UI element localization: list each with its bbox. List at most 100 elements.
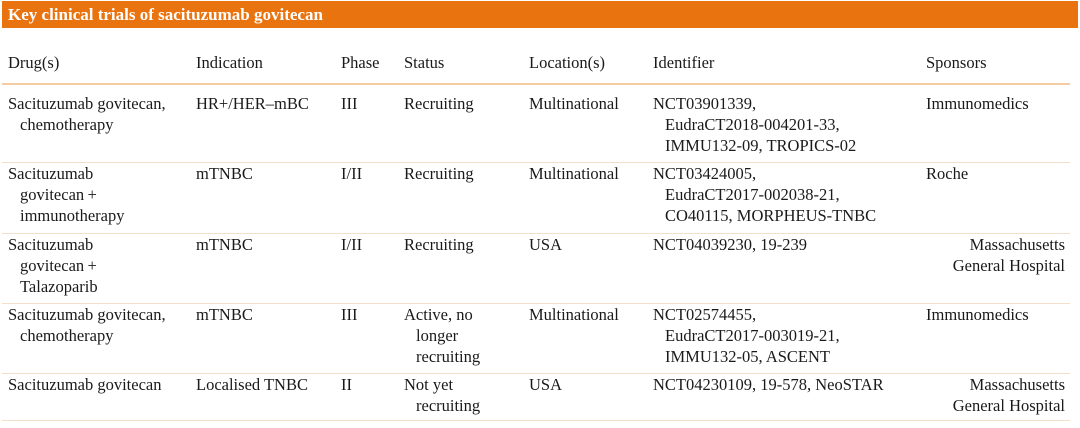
cell-line: IMMU132-05, ASCENT: [665, 347, 831, 366]
column-header-location: Location(s): [529, 53, 606, 72]
cell-line: longer: [416, 326, 459, 345]
cell-line: NCT02574455,: [653, 305, 757, 324]
cell-sponsors: Immunomedics: [926, 93, 1029, 114]
column-header-status: Status: [404, 53, 445, 72]
cell-line: govitecan +: [20, 256, 97, 275]
cell-line: IMMU132-09, TROPICS-02: [665, 136, 857, 155]
cell-line: III: [341, 94, 358, 113]
cell-sponsors: Roche: [926, 163, 968, 184]
cell-identifier: NCT04230109, 19-578, NeoSTAR: [653, 374, 884, 395]
cell-location: Multinational: [529, 93, 619, 114]
cell-line: Not yet: [404, 375, 454, 394]
cell-sponsors: Massachusetts General Hospital: [953, 234, 1065, 276]
cell-phase: I/II: [341, 234, 362, 255]
cell-line: Sacituzumab govitecan,: [8, 94, 166, 113]
cell-phase: III: [341, 304, 357, 325]
cell-indication: mTNBC: [196, 163, 253, 184]
cell-line: Multinational: [529, 305, 619, 324]
cell-line: I/II: [341, 235, 363, 254]
cell-line: mTNBC: [196, 305, 253, 324]
cell-line: Recruiting: [404, 164, 474, 183]
cell-line: USA: [529, 235, 563, 254]
cell-identifier: NCT04039230, 19-239: [653, 234, 807, 255]
cell-line: govitecan +: [20, 185, 97, 204]
cell-line: General Hospital: [952, 396, 1065, 415]
cell-line: chemotherapy: [20, 326, 114, 345]
cell-sponsors: Massachusetts General Hospital: [953, 374, 1065, 416]
cell-line: I/II: [341, 164, 363, 183]
cell-line: Sacituzumab: [8, 235, 94, 254]
cell-line: Sacituzumab govitecan: [8, 375, 162, 394]
cell-drug: Sacituzumab govitecan + immunotherapy: [8, 163, 124, 226]
cell-status: Recruiting: [404, 93, 474, 114]
cell-line: EudraCT2017-003019-21,: [665, 326, 840, 345]
cell-line: recruiting: [416, 396, 481, 415]
cell-indication: mTNBC: [196, 234, 253, 255]
cell-line: Localised TNBC: [196, 375, 308, 394]
column-header-indication: Indication: [196, 53, 263, 72]
cell-line: recruiting: [416, 347, 481, 366]
cell-drug: Sacituzumab govitecan, chemotherapy: [8, 93, 166, 135]
cell-indication: mTNBC: [196, 304, 253, 325]
cell-status: Not yet recruiting: [404, 374, 480, 416]
cell-phase: III: [341, 93, 357, 114]
cell-identifier: NCT03901339, EudraCT2018-004201-33, IMMU13…: [653, 93, 856, 156]
cell-line: NCT03424005,: [653, 164, 757, 183]
table-title: Key clinical trials of sacituzumab govit…: [2, 1, 1078, 28]
cell-line: III: [341, 305, 358, 324]
cell-indication: HR+/HER–mBC: [196, 93, 309, 114]
cell-line: II: [341, 375, 352, 394]
cell-drug: Sacituzumab govitecan: [8, 374, 162, 395]
cell-line: CO40115, MORPHEUS-TNBC: [665, 206, 877, 225]
cell-line: Roche: [926, 164, 969, 183]
cell-line: EudraCT2017-002038-21,: [665, 185, 840, 204]
cell-line: mTNBC: [196, 235, 253, 254]
cell-line: Talazoparib: [20, 277, 98, 296]
cell-line: Recruiting: [404, 235, 474, 254]
row-divider: [2, 373, 1070, 374]
cell-line: Immunomedics: [926, 305, 1029, 324]
cell-line: Immunomedics: [926, 94, 1029, 113]
cell-sponsors: Immunomedics: [926, 304, 1029, 325]
cell-location: Multinational: [529, 304, 619, 325]
cell-line: Multinational: [529, 94, 619, 113]
cell-location: Multinational: [529, 163, 619, 184]
cell-line: NCT04230109, 19-578, NeoSTAR: [653, 375, 884, 394]
cell-line: Multinational: [529, 164, 619, 183]
cell-line: HR+/HER–mBC: [196, 94, 309, 113]
cell-line: USA: [529, 375, 563, 394]
cell-line: NCT04039230, 19-239: [653, 235, 807, 254]
cell-phase: II: [341, 374, 352, 395]
cell-location: USA: [529, 234, 562, 255]
cell-line: EudraCT2018-004201-33,: [665, 115, 840, 134]
cell-location: USA: [529, 374, 562, 395]
cell-identifier: NCT02574455, EudraCT2017-003019-21, IMMU13…: [653, 304, 840, 367]
cell-line: Recruiting: [404, 94, 474, 113]
cell-drug: Sacituzumab govitecan + Talazoparib: [8, 234, 98, 297]
column-header-drug: Drug(s): [8, 53, 60, 72]
cell-indication: Localised TNBC: [196, 374, 308, 395]
row-divider: [2, 303, 1070, 304]
cell-line: Massachusetts: [969, 375, 1065, 394]
cell-line: NCT03901339,: [653, 94, 757, 113]
cell-phase: I/II: [341, 163, 362, 184]
column-header-sponsors: Sponsors: [926, 53, 987, 72]
row-divider: [2, 162, 1070, 163]
cell-status: Active, no longer recruiting: [404, 304, 480, 367]
cell-line: Sacituzumab govitecan,: [8, 305, 166, 324]
row-divider: [2, 233, 1070, 234]
cell-line: immunotherapy: [20, 206, 125, 225]
cell-drug: Sacituzumab govitecan, chemotherapy: [8, 304, 166, 346]
cell-identifier: NCT03424005, EudraCT2017-002038-21, CO4011…: [653, 163, 876, 226]
cell-status: Recruiting: [404, 234, 474, 255]
cell-line: mTNBC: [196, 164, 253, 183]
header-divider: [2, 83, 1070, 85]
cell-status: Recruiting: [404, 163, 474, 184]
column-header-phase: Phase: [341, 53, 380, 72]
cell-line: Sacituzumab: [8, 164, 94, 183]
cell-line: General Hospital: [952, 256, 1065, 275]
cell-line: Massachusetts: [969, 235, 1065, 254]
column-header-identifier: Identifier: [653, 53, 715, 72]
cell-line: Active, no: [404, 305, 473, 324]
cell-line: chemotherapy: [20, 115, 114, 134]
